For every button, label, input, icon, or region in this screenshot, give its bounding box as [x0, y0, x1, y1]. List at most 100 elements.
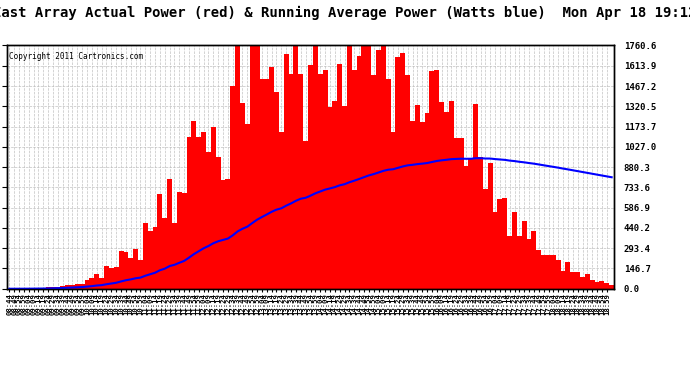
Bar: [104, 266, 109, 289]
Bar: [444, 112, 449, 289]
Bar: [585, 274, 590, 289]
Bar: [449, 101, 454, 289]
Bar: [439, 102, 444, 289]
Bar: [560, 272, 566, 289]
Bar: [526, 238, 531, 289]
Bar: [269, 67, 274, 289]
Bar: [571, 272, 575, 289]
Bar: [464, 166, 469, 289]
Bar: [288, 75, 293, 289]
Bar: [600, 281, 604, 289]
Bar: [517, 236, 522, 289]
Bar: [541, 255, 546, 289]
Bar: [90, 278, 95, 289]
Bar: [483, 189, 488, 289]
Bar: [177, 192, 182, 289]
Bar: [357, 56, 362, 289]
Bar: [50, 287, 55, 289]
Bar: [109, 268, 114, 289]
Bar: [333, 100, 337, 289]
Bar: [41, 288, 46, 289]
Bar: [133, 249, 138, 289]
Bar: [415, 105, 420, 289]
Bar: [595, 282, 600, 289]
Bar: [250, 45, 255, 289]
Bar: [337, 64, 342, 289]
Bar: [536, 251, 541, 289]
Bar: [400, 53, 405, 289]
Bar: [259, 79, 264, 289]
Bar: [497, 199, 502, 289]
Bar: [196, 137, 201, 289]
Bar: [381, 45, 386, 289]
Bar: [493, 212, 497, 289]
Bar: [590, 280, 595, 289]
Bar: [284, 54, 288, 289]
Bar: [546, 255, 551, 289]
Bar: [488, 163, 493, 289]
Bar: [124, 252, 128, 289]
Bar: [376, 50, 381, 289]
Bar: [391, 132, 395, 289]
Bar: [201, 132, 206, 289]
Bar: [55, 287, 61, 289]
Bar: [128, 258, 133, 289]
Bar: [226, 179, 230, 289]
Bar: [551, 255, 556, 289]
Bar: [323, 70, 328, 289]
Bar: [424, 112, 430, 289]
Bar: [580, 278, 585, 289]
Bar: [502, 198, 507, 289]
Bar: [566, 262, 571, 289]
Bar: [143, 223, 148, 289]
Bar: [293, 45, 298, 289]
Bar: [342, 106, 347, 289]
Bar: [609, 285, 614, 289]
Bar: [352, 70, 357, 289]
Bar: [386, 79, 391, 289]
Bar: [75, 284, 80, 289]
Bar: [119, 251, 124, 289]
Text: East Array Actual Power (red) & Running Average Power (Watts blue)  Mon Apr 18 1: East Array Actual Power (red) & Running …: [0, 6, 690, 20]
Bar: [410, 121, 415, 289]
Bar: [478, 157, 483, 289]
Bar: [575, 273, 580, 289]
Bar: [459, 138, 464, 289]
Bar: [85, 280, 90, 289]
Bar: [469, 159, 473, 289]
Bar: [317, 74, 323, 289]
Bar: [216, 157, 221, 289]
Text: Copyright 2011 Cartronics.com: Copyright 2011 Cartronics.com: [9, 53, 143, 61]
Bar: [152, 227, 157, 289]
Bar: [308, 65, 313, 289]
Bar: [371, 75, 376, 289]
Bar: [279, 132, 284, 289]
Bar: [274, 92, 279, 289]
Bar: [245, 123, 250, 289]
Bar: [221, 180, 226, 289]
Bar: [70, 285, 75, 289]
Bar: [420, 123, 425, 289]
Bar: [240, 102, 245, 289]
Bar: [429, 71, 435, 289]
Bar: [157, 194, 162, 289]
Bar: [264, 80, 269, 289]
Bar: [604, 284, 609, 289]
Bar: [473, 104, 478, 289]
Bar: [434, 70, 440, 289]
Bar: [172, 223, 177, 289]
Bar: [555, 260, 561, 289]
Bar: [95, 274, 99, 289]
Bar: [230, 86, 235, 289]
Bar: [522, 221, 526, 289]
Bar: [148, 231, 152, 289]
Bar: [167, 179, 172, 289]
Bar: [512, 212, 517, 289]
Bar: [235, 46, 240, 289]
Bar: [36, 288, 41, 289]
Bar: [211, 127, 216, 289]
Bar: [405, 75, 410, 289]
Bar: [313, 45, 318, 289]
Bar: [80, 284, 85, 289]
Bar: [162, 218, 167, 289]
